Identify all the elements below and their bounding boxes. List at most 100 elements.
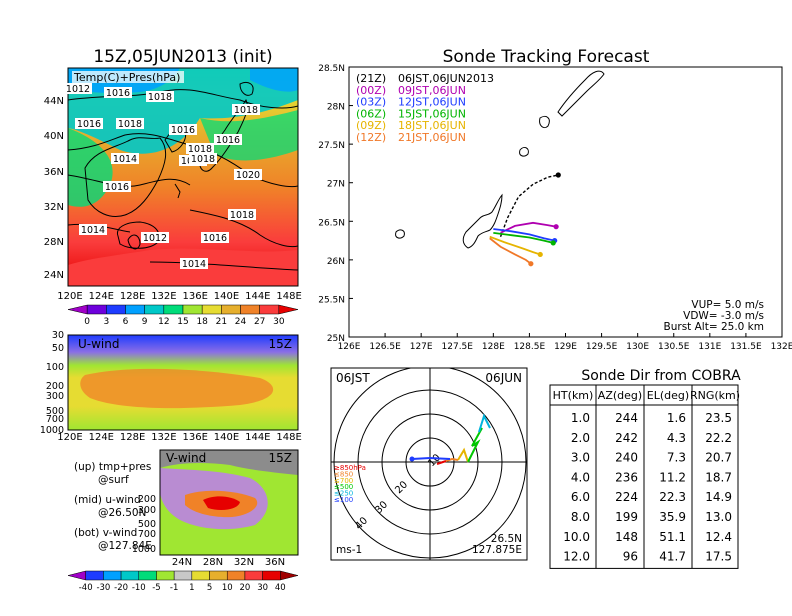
v-wind-colorbar: -40 -30 -20 -10 -5 -1 1 5 10 20 30 40 <box>67 570 299 593</box>
map-lon-label: 128E <box>120 291 145 302</box>
map-lat-labels: 44N 40N 36N 32N 28N 24N <box>44 96 64 281</box>
u-wind-time: 15Z <box>269 337 293 351</box>
temp-colorbar-label: 30 <box>273 317 285 327</box>
track-legend-code: (21Z) <box>356 72 386 85</box>
map-lat-label: 28N <box>44 237 64 248</box>
v-colorbar-cell <box>280 570 299 581</box>
v-colorbar-label: -30 <box>96 583 110 593</box>
temp-colorbar-cell <box>144 304 165 315</box>
temp-colorbar-label: 9 <box>142 317 148 327</box>
isobar-label-bg <box>228 209 256 220</box>
cobra-table: HT(km) AZ(deg) EL(deg) RNG(km) 1.0 244 1.6 23.5… <box>549 384 740 569</box>
track-legend-code: (03Z) <box>356 96 386 109</box>
map-lat-label: 32N <box>44 202 64 213</box>
note-line-3: (mid) u-wind <box>74 494 141 506</box>
isobar-label-bg <box>64 83 92 94</box>
isobar-label: 1016 <box>106 88 130 99</box>
note-line-5: (bot) v-wind <box>74 527 137 539</box>
v-wind-frame <box>159 449 299 556</box>
track-legend-code: (00Z) <box>356 84 386 97</box>
table-cell: 242 <box>615 431 638 445</box>
v-colorbar-label: 1 <box>189 583 194 593</box>
table-cell: 12.0 <box>563 550 590 564</box>
track-lon-label: 131E <box>698 342 721 352</box>
v-colorbar-label: 5 <box>207 583 212 593</box>
track-lon-label: 127.5E <box>442 342 474 352</box>
param-vdw: VDW= -3.0 m/s <box>683 310 764 322</box>
track-panel: Sonde Tracking Forecast 28.5N 28N 27.5N 27N… <box>318 47 792 352</box>
hodo-level-label: ≤850 <box>334 470 353 478</box>
temp-colorbar-label: 12 <box>158 317 169 327</box>
track-lon-label: 132E <box>771 342 792 352</box>
cobra-table-panel: Sonde Dir from COBRA HT(km) AZ(deg) EL(deg… <box>549 368 741 569</box>
u-wind-lon-labels: 120E 124E 128E 132E 136E 140E 144E 148E <box>57 432 302 443</box>
hodograph-lat: 26.5N <box>491 533 522 545</box>
isobar-label-bg <box>116 118 144 129</box>
track-coastlines <box>395 70 605 249</box>
table-cell: 244 <box>615 411 638 425</box>
temp-field-cold-ne <box>250 68 298 92</box>
temp-colorbar-label: 3 <box>103 317 109 327</box>
table-cell: 17.5 <box>705 550 732 564</box>
coastline-hokkaido <box>239 81 254 96</box>
isobar-label: 1016 <box>105 182 129 193</box>
v-colorbar-label: 20 <box>240 583 251 593</box>
u-wind-jet-core <box>80 368 274 409</box>
temp-colorbar-cell <box>259 304 280 315</box>
table-cell: 2.0 <box>571 431 590 445</box>
u-pressure-label: 1000 <box>40 425 64 436</box>
isobar-label: 1020 <box>236 170 260 181</box>
map-label-bg <box>72 71 184 83</box>
track-lat-label: 25.5N <box>318 295 345 305</box>
track-lat-label: 26.5N <box>318 218 345 228</box>
table-cell: 3.0 <box>571 451 590 465</box>
track-lon-label: 127E <box>410 342 433 352</box>
table-cell: 18.7 <box>705 470 732 484</box>
track-series-line <box>489 235 541 256</box>
hodograph-frame <box>330 367 528 561</box>
track-legend-code: (06Z) <box>356 107 386 120</box>
table-cell: 23.5 <box>705 411 732 425</box>
note-line-6: @127.84E <box>98 540 152 552</box>
temp-colorbar-cell <box>86 304 107 315</box>
temp-colorbar-cell <box>106 304 126 315</box>
map-lat-label: 44N <box>44 96 64 107</box>
table-cell: 236 <box>615 470 638 484</box>
v-wind-label: V-wind <box>166 451 206 465</box>
map-lon-label: 148E <box>276 291 301 302</box>
hodo-level-label: ≤500 <box>334 483 353 491</box>
v-lat-label: 36N <box>265 557 285 568</box>
track-series-line <box>489 237 532 265</box>
isobar-label-bg <box>79 224 107 235</box>
map-lon-label: 136E <box>182 291 207 302</box>
track-lat-label: 28N <box>327 103 345 113</box>
u-pressure-label: 100 <box>46 362 64 373</box>
track-lon-label: 128.5E <box>514 342 546 352</box>
temp-colorbar-cell <box>125 304 145 315</box>
table-cell: 22.2 <box>705 431 732 445</box>
isobar-label-bg <box>234 169 262 180</box>
track-lat-labels: 28.5N 28N 27.5N 27N 26.5N 26N 25.5N 25N <box>318 64 353 344</box>
hodograph-level-legend: ≥850hPa≤850≤700≤500≤250≤100 <box>334 464 366 504</box>
v-colorbar-cell <box>67 570 86 581</box>
map-frame <box>67 67 299 287</box>
map-lon-labels: 120E 124E 128E 132E 136E 140E 144E 148E <box>57 291 302 302</box>
isobar-label: 1018 <box>118 119 142 130</box>
track-lon-label: 128E <box>482 342 505 352</box>
u-lon-label: 144E <box>245 432 270 443</box>
track-lat-label: 26N <box>327 257 345 267</box>
u-pressure-label: 30 <box>52 330 64 341</box>
isobar-label-bg <box>104 87 132 98</box>
hodo-level-label: ≤700 <box>334 477 353 485</box>
track-series-line <box>500 221 557 234</box>
isobar-label: 1014 <box>113 154 137 165</box>
temp-field-land <box>68 128 113 207</box>
isobar-label: 1018 <box>230 210 254 221</box>
temp-colorbar-cell <box>240 304 260 315</box>
note-line-1: (up) tmp+pres <box>74 461 151 473</box>
track-title: Sonde Tracking Forecast <box>443 47 650 67</box>
temp-colorbar-cell <box>201 304 222 315</box>
